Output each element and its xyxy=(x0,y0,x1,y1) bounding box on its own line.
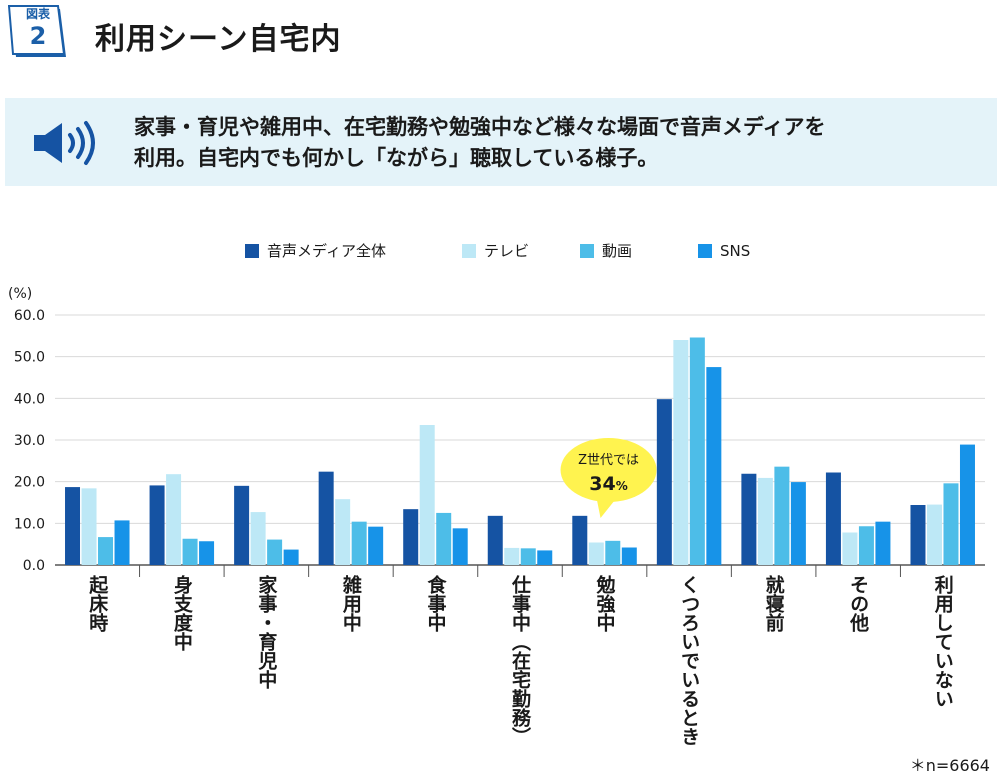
summary-line-2: 利用。自宅内でも何かし「ながら」聴取している様子。 xyxy=(134,146,659,170)
bar xyxy=(65,487,81,565)
annotation-value-unit: % xyxy=(616,479,628,493)
y-axis-label: (%) xyxy=(8,286,32,302)
bar xyxy=(403,509,419,565)
bar xyxy=(487,515,503,565)
annotation-value: 34% xyxy=(589,473,627,495)
bar xyxy=(572,515,588,565)
bar xyxy=(419,425,435,565)
legend-swatch xyxy=(245,244,259,258)
bar xyxy=(182,538,198,565)
bar xyxy=(689,337,705,565)
bar xyxy=(234,485,250,565)
footnote: ＊n=6664 xyxy=(909,756,990,775)
y-tick-label: 30.0 xyxy=(14,433,45,449)
bar xyxy=(504,547,520,565)
summary-text: 家事・育児や雑用中、在宅勤務や勉強中など様々な場面で音声メディアを 利用。自宅内… xyxy=(134,112,974,174)
bar xyxy=(98,537,114,565)
x-category-label: 身支度中 xyxy=(171,574,194,652)
x-category-label: 起床時 xyxy=(86,575,109,632)
x-category-label: 利用していない xyxy=(932,575,954,708)
bar xyxy=(149,485,165,565)
summary-box xyxy=(5,98,997,186)
legend-swatch xyxy=(580,244,594,258)
bar xyxy=(605,540,621,565)
legend-label: 音声メディア全体 xyxy=(267,242,386,260)
bar xyxy=(774,466,790,565)
bar xyxy=(875,521,891,565)
bar xyxy=(520,548,536,565)
bar xyxy=(943,483,959,565)
bubble-pointer xyxy=(596,498,617,518)
x-category-label: 就寝前 xyxy=(763,574,785,632)
bar xyxy=(267,539,283,565)
badge-frame xyxy=(8,5,66,57)
bar xyxy=(81,488,97,565)
bar xyxy=(910,505,926,565)
bar xyxy=(114,520,130,565)
bar xyxy=(757,477,773,565)
page-title: 利用シーン自宅内 xyxy=(95,22,342,57)
bar xyxy=(959,444,975,565)
x-category-label: その他 xyxy=(847,575,870,632)
bar xyxy=(858,526,874,565)
bar xyxy=(283,549,299,565)
legend-swatch xyxy=(698,244,712,258)
bar xyxy=(335,499,351,565)
bar xyxy=(318,471,334,565)
legend-label: SNS xyxy=(720,242,751,260)
x-category-label: 仕事中（在宅勤務） xyxy=(509,574,532,746)
bar xyxy=(368,526,384,565)
bar xyxy=(825,472,841,565)
bar xyxy=(621,547,637,565)
x-category-label: 家事・育児中 xyxy=(255,574,278,690)
bar xyxy=(436,512,452,565)
bar xyxy=(199,541,215,565)
speaker-icon xyxy=(34,121,95,165)
bar xyxy=(656,399,672,565)
annotation-line-1: Z世代では xyxy=(578,453,639,468)
bar xyxy=(588,542,604,565)
bar xyxy=(926,504,942,565)
annotation-value-number: 34 xyxy=(589,473,615,495)
bar-chart: (%) 0.0 10.0 20.0 30.0 40.0 50.0 60.0 起床時 身支度中 家事・… xyxy=(8,286,985,746)
bar xyxy=(351,521,367,565)
y-tick-label: 20.0 xyxy=(14,475,45,491)
bar xyxy=(166,474,182,565)
x-category-label: 食事中 xyxy=(424,574,446,633)
x-category-label: くつろいでいるとき xyxy=(678,575,700,746)
figure-badge: 図表 2 xyxy=(8,5,68,61)
legend-label: テレビ xyxy=(484,242,530,260)
x-category-label: 雑用中 xyxy=(340,574,363,633)
bar xyxy=(673,340,689,565)
bar xyxy=(452,528,468,565)
annotation-bubble xyxy=(560,438,657,502)
x-category-label: 勉強中 xyxy=(594,574,617,633)
bar xyxy=(842,532,858,565)
y-tick-label: 60.0 xyxy=(14,308,45,324)
figure-number: 2 xyxy=(29,22,47,50)
y-tick-label: 0.0 xyxy=(23,558,45,574)
bar xyxy=(790,482,806,565)
figure-label: 図表 xyxy=(25,7,50,21)
summary-line-1: 家事・育児や雑用中、在宅勤務や勉強中など様々な場面で音声メディアを xyxy=(134,115,826,139)
y-tick-label: 40.0 xyxy=(14,391,45,407)
legend-label: 動画 xyxy=(602,242,633,260)
y-tick-label: 50.0 xyxy=(14,350,45,366)
y-tick-label: 10.0 xyxy=(14,516,45,532)
bar xyxy=(537,550,553,565)
bar xyxy=(706,367,722,565)
bar xyxy=(250,512,266,565)
legend-swatch xyxy=(462,244,476,258)
bar xyxy=(741,473,757,565)
